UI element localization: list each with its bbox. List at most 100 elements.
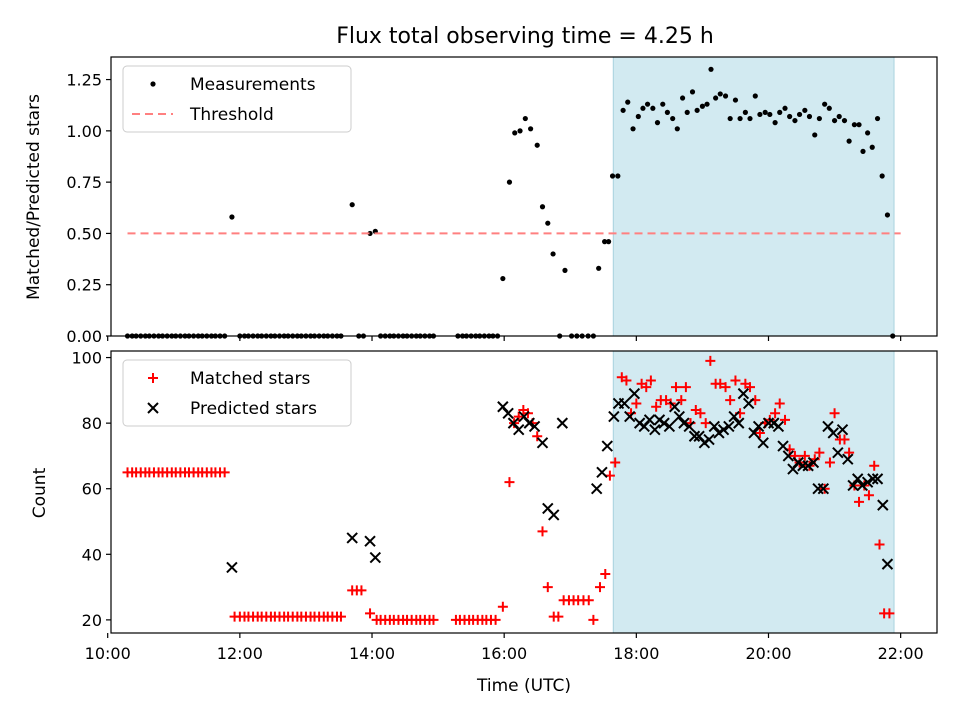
predicted-star-point bbox=[748, 427, 760, 439]
measurement-point bbox=[506, 179, 513, 185]
y-tick-label: 100 bbox=[71, 349, 102, 368]
y-tick-label: 0.00 bbox=[66, 327, 102, 346]
predicted-star-point bbox=[752, 420, 765, 433]
matched-star-point bbox=[680, 382, 691, 393]
y-tick-label: 80 bbox=[82, 414, 102, 433]
predicted-star-point bbox=[728, 410, 740, 423]
measurement-point bbox=[822, 101, 828, 107]
predicted-star-point bbox=[523, 417, 535, 429]
x-tick-label: 16:00 bbox=[481, 644, 527, 663]
legend-label: Measurements bbox=[190, 75, 316, 95]
matched-star-point bbox=[695, 408, 706, 419]
predicted-star-point bbox=[618, 397, 631, 410]
predicted-star-point bbox=[513, 423, 525, 436]
matched-star-point bbox=[219, 467, 230, 478]
matched-star-point bbox=[670, 382, 681, 393]
y-tick-label: 1.00 bbox=[66, 122, 102, 141]
measurement-point bbox=[812, 132, 818, 138]
matched-star-point bbox=[645, 375, 656, 386]
measurement-point bbox=[865, 130, 871, 136]
predicted-star-point bbox=[703, 433, 715, 446]
measurement-point bbox=[517, 128, 523, 134]
matched-star-point bbox=[715, 378, 726, 389]
legend-label: Threshold bbox=[189, 105, 274, 125]
measurement-point bbox=[539, 204, 546, 210]
predicted-star-point bbox=[668, 401, 681, 413]
axes-frame bbox=[110, 56, 938, 337]
matched-star-point bbox=[641, 382, 652, 393]
matched-star-point bbox=[513, 411, 524, 422]
predicted-star-point bbox=[663, 420, 676, 433]
matched-star-point bbox=[774, 398, 785, 409]
legend-box bbox=[122, 65, 352, 133]
matched-star-point bbox=[874, 539, 885, 550]
predicted-star-point bbox=[596, 466, 608, 479]
bottom-panel: 20 40 60 80 100 10:00 12:00 14:00 16:00 18:00 20:0… bbox=[71, 349, 938, 663]
predicted-star-point bbox=[772, 420, 785, 433]
measurement-point bbox=[699, 103, 706, 109]
predicted-star-point bbox=[624, 410, 636, 423]
predicted-star-point bbox=[777, 440, 789, 452]
y-tick-label: 0.75 bbox=[66, 173, 102, 192]
predicted-star-point bbox=[556, 417, 569, 429]
matched-star-point bbox=[754, 427, 765, 438]
measurement-point bbox=[635, 113, 641, 120]
x-tick-label: 10:00 bbox=[85, 644, 131, 663]
measurement-point bbox=[884, 212, 891, 218]
measurement-point bbox=[550, 251, 556, 257]
measurement-point bbox=[777, 109, 783, 115]
measurement-point bbox=[615, 173, 621, 179]
matched-star-point bbox=[594, 582, 605, 593]
top-legend: Measurements Threshold bbox=[122, 65, 352, 133]
predicted-star-point bbox=[723, 420, 735, 433]
matched-star-point bbox=[824, 457, 835, 468]
matched-star-point bbox=[621, 375, 632, 386]
measurement-point bbox=[674, 126, 680, 132]
measurement-point bbox=[851, 122, 858, 128]
measurement-point bbox=[860, 148, 866, 154]
measurement-point bbox=[782, 105, 788, 111]
matched-star-point bbox=[583, 595, 594, 606]
predicted-star-point bbox=[782, 450, 795, 462]
predicted-star-point bbox=[673, 410, 685, 423]
measurement-point bbox=[500, 275, 506, 282]
measurement-point bbox=[679, 95, 686, 101]
predicted-star-point bbox=[601, 440, 613, 452]
x-tick-label: 18:00 bbox=[613, 644, 659, 663]
measurement-point bbox=[792, 117, 798, 124]
predicted-star-point bbox=[881, 558, 894, 570]
predicted-star-point bbox=[608, 410, 620, 423]
measurement-point bbox=[869, 144, 875, 150]
measurement-point bbox=[660, 101, 666, 107]
measurement-point bbox=[349, 202, 355, 208]
predicted-star-point bbox=[364, 535, 376, 547]
legend-label: Matched stars bbox=[190, 369, 310, 389]
measurement-point bbox=[713, 95, 719, 101]
measurement-point bbox=[806, 113, 813, 120]
measurement-point bbox=[737, 115, 743, 122]
measurement-point bbox=[826, 105, 832, 111]
bottom-y-axis-label: Count bbox=[30, 467, 50, 518]
matched-star-point bbox=[676, 395, 687, 406]
matched-star-point bbox=[720, 382, 731, 393]
matched-star-point bbox=[829, 408, 840, 419]
measurement-point bbox=[796, 111, 803, 118]
predicted-star-point bbox=[827, 427, 839, 439]
measurement-point bbox=[752, 93, 758, 99]
measurement-point bbox=[767, 111, 773, 118]
matched-star-point bbox=[365, 608, 376, 619]
y-tick-label: 20 bbox=[82, 611, 102, 630]
predicted-star-point bbox=[737, 387, 750, 400]
legend-predicted-swatch bbox=[147, 402, 159, 414]
predicted-star-point bbox=[877, 499, 889, 511]
matched-star-point bbox=[356, 585, 367, 596]
matched-star-point bbox=[537, 526, 548, 537]
measurement-point bbox=[650, 105, 656, 111]
matched-star-point bbox=[799, 450, 810, 461]
bottom-legend: Matched stars Predicted stars bbox=[122, 359, 352, 427]
predicted-star-point bbox=[658, 417, 670, 429]
y-tick-label: 0.50 bbox=[66, 224, 102, 243]
matched-star-point bbox=[428, 614, 439, 625]
matched-star-point bbox=[725, 395, 736, 406]
measurement-point bbox=[732, 97, 739, 103]
